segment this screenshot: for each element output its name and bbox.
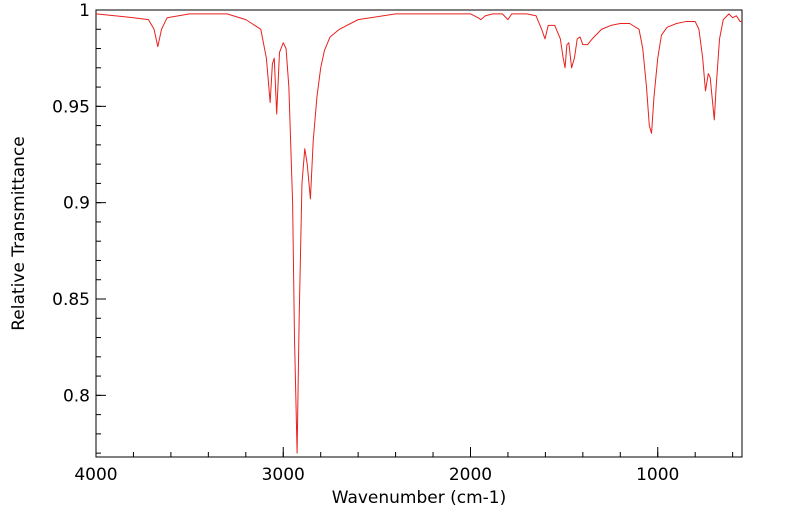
y-tick-label: 0.9	[63, 194, 90, 214]
transmittance-line	[95, 13, 742, 454]
y-tick-label: 0.8	[63, 386, 90, 406]
x-tick-label: 3000	[262, 465, 305, 485]
y-axis: 1 0.95 0.9 0.85 0.8	[52, 1, 106, 454]
y-tick-label: 1	[79, 1, 90, 21]
x-tick-label: 1000	[636, 465, 679, 485]
y-tick-label: 0.85	[52, 290, 90, 310]
y-tick-label: 0.95	[52, 97, 90, 117]
x-axis: 4000 3000 2000 1000	[74, 447, 734, 485]
x-tick-label: 2000	[449, 465, 492, 485]
x-tick-label: 4000	[74, 465, 117, 485]
plot-frame	[95, 9, 743, 458]
x-axis-title: Wavenumber (cm-1)	[332, 488, 507, 508]
y-axis-title: Relative Transmittance	[9, 136, 29, 331]
